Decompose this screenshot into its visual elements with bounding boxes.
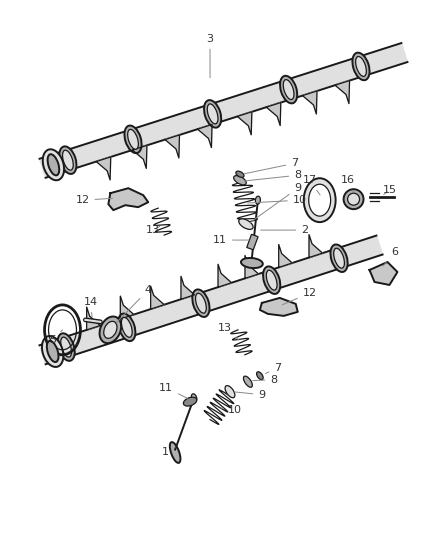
- Ellipse shape: [121, 317, 132, 337]
- Polygon shape: [218, 264, 232, 287]
- Ellipse shape: [48, 154, 59, 175]
- Ellipse shape: [263, 266, 280, 294]
- Text: 9: 9: [235, 390, 265, 400]
- Ellipse shape: [118, 313, 135, 341]
- Text: 7: 7: [265, 363, 281, 374]
- Polygon shape: [245, 255, 258, 278]
- Polygon shape: [198, 125, 212, 148]
- Ellipse shape: [191, 394, 197, 401]
- Text: 1: 1: [162, 447, 175, 457]
- Polygon shape: [370, 262, 397, 285]
- Ellipse shape: [195, 293, 206, 313]
- Ellipse shape: [42, 336, 64, 367]
- Bar: [247, 235, 258, 250]
- Text: 17: 17: [303, 175, 320, 195]
- Ellipse shape: [356, 56, 366, 76]
- Ellipse shape: [348, 193, 360, 205]
- Ellipse shape: [283, 79, 294, 100]
- Ellipse shape: [204, 100, 221, 128]
- Polygon shape: [39, 236, 382, 364]
- Polygon shape: [151, 286, 164, 309]
- Ellipse shape: [59, 147, 77, 174]
- Ellipse shape: [257, 372, 263, 379]
- Text: 8: 8: [253, 375, 277, 385]
- Ellipse shape: [207, 104, 218, 124]
- Text: 16: 16: [341, 175, 355, 192]
- Ellipse shape: [266, 270, 277, 290]
- Polygon shape: [309, 235, 322, 257]
- Ellipse shape: [184, 397, 197, 406]
- Ellipse shape: [304, 178, 336, 222]
- Text: 2: 2: [261, 225, 308, 235]
- Polygon shape: [181, 276, 194, 299]
- Ellipse shape: [241, 258, 263, 268]
- Ellipse shape: [99, 317, 121, 343]
- Ellipse shape: [244, 376, 252, 387]
- Ellipse shape: [225, 385, 235, 398]
- Polygon shape: [237, 112, 252, 135]
- Text: 5: 5: [49, 330, 63, 345]
- Polygon shape: [335, 80, 350, 103]
- Ellipse shape: [239, 219, 253, 229]
- Ellipse shape: [353, 53, 370, 80]
- Ellipse shape: [280, 76, 297, 103]
- Polygon shape: [120, 296, 134, 319]
- Text: 11: 11: [213, 235, 249, 245]
- Ellipse shape: [47, 341, 59, 362]
- Ellipse shape: [236, 171, 244, 177]
- Polygon shape: [303, 91, 317, 114]
- Polygon shape: [260, 298, 298, 316]
- Text: 10: 10: [221, 405, 242, 415]
- Polygon shape: [132, 146, 147, 168]
- Ellipse shape: [124, 126, 141, 153]
- Ellipse shape: [170, 442, 180, 463]
- Text: 9: 9: [250, 183, 301, 222]
- Ellipse shape: [309, 184, 331, 216]
- Text: 11: 11: [159, 383, 187, 398]
- Text: 14: 14: [83, 297, 98, 317]
- Ellipse shape: [334, 248, 344, 268]
- Polygon shape: [96, 157, 111, 180]
- Text: 13: 13: [218, 323, 239, 340]
- Ellipse shape: [192, 289, 209, 317]
- Ellipse shape: [233, 175, 246, 185]
- Ellipse shape: [255, 196, 260, 204]
- Polygon shape: [165, 135, 180, 158]
- Text: 3: 3: [207, 34, 214, 78]
- Ellipse shape: [61, 337, 71, 357]
- Polygon shape: [108, 188, 148, 210]
- Text: 6: 6: [383, 247, 398, 266]
- Text: 8: 8: [245, 170, 301, 181]
- Ellipse shape: [43, 149, 64, 180]
- Text: 12: 12: [283, 288, 317, 305]
- Polygon shape: [266, 102, 281, 126]
- Ellipse shape: [57, 333, 75, 361]
- Ellipse shape: [104, 321, 117, 338]
- Text: 12: 12: [75, 195, 113, 205]
- Ellipse shape: [127, 130, 138, 149]
- Text: 13: 13: [146, 225, 160, 235]
- Ellipse shape: [330, 245, 348, 272]
- Polygon shape: [87, 307, 100, 330]
- Text: 4: 4: [116, 285, 152, 323]
- Text: 7: 7: [245, 158, 298, 174]
- Polygon shape: [279, 245, 292, 268]
- Ellipse shape: [63, 150, 73, 170]
- Ellipse shape: [343, 189, 364, 209]
- Polygon shape: [39, 43, 407, 178]
- Text: 10: 10: [248, 195, 307, 205]
- Text: 15: 15: [382, 185, 396, 195]
